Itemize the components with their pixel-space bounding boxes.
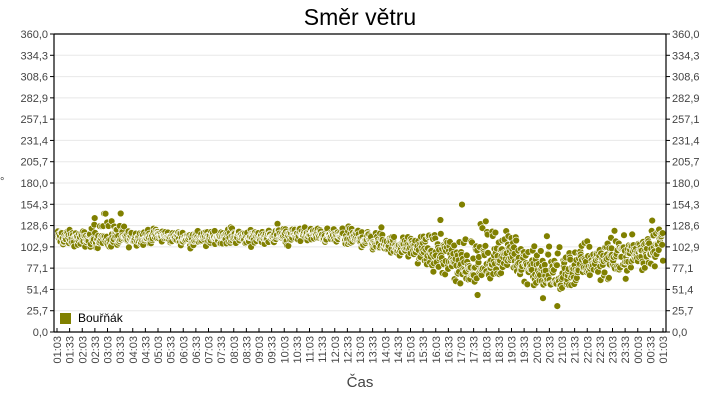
x-axis-ticks: 01:03 01:33 02:03 02:33 03:03 03:33 04:03 04:33…: [52, 328, 670, 364]
y-tick-label-right: 205,7: [672, 157, 700, 169]
y-tick-label: 25,7: [27, 306, 48, 318]
chart-title: Směr větru: [303, 4, 417, 30]
grid-lines: [54, 54, 666, 312]
x-tick-label: 18:33: [494, 336, 506, 364]
x-tick-label: 11:33: [317, 336, 329, 363]
x-tick-label: 02:33: [90, 336, 102, 364]
x-tick-label: 03:33: [115, 336, 127, 364]
x-tick-label: 21:33: [570, 336, 582, 364]
x-tick-label: 13:33: [368, 336, 380, 364]
x-tick-label: 07:03: [204, 336, 216, 364]
y-tick-label: 128,6: [20, 221, 48, 233]
x-tick-label: 19:03: [507, 336, 519, 364]
x-tick-label: 21:03: [557, 336, 569, 364]
x-tick-label: 02:03: [77, 336, 89, 364]
y-tick-label-right: 282,9: [672, 93, 700, 105]
y-tick-label-right: 360,0: [672, 29, 700, 41]
y-tick-label-right: 25,7: [672, 306, 693, 318]
y-tick-label: 360,0: [20, 29, 48, 41]
data-points: [53, 200, 667, 310]
y-tick-label: 282,9: [20, 93, 48, 105]
x-axis-label: Čas: [346, 374, 374, 391]
y-tick-label: 180,0: [20, 178, 48, 190]
x-tick-label: 07:33: [216, 336, 228, 364]
x-tick-label: 05:33: [166, 336, 178, 364]
x-tick-label: 23:33: [620, 336, 632, 364]
y-tick-label: 231,4: [20, 135, 48, 147]
x-tick-label: 01:33: [65, 336, 77, 364]
y-tick-label-right: 334,3: [672, 50, 700, 62]
x-tick-label: 06:03: [178, 336, 190, 364]
y-axis-right-ticks: 0,0 25,7 51,4 77,1 102,9 128,6 154,3 180,0 205,7…: [666, 29, 700, 339]
y-tick-label-right: 102,9: [672, 242, 700, 254]
y-tick-label: 102,9: [20, 242, 48, 254]
x-tick-label: 10:33: [292, 336, 304, 364]
x-tick-label: 20:03: [532, 336, 544, 364]
x-tick-label: 06:33: [191, 336, 203, 364]
x-tick-label: 11:03: [305, 336, 317, 363]
x-tick-label: 03:03: [103, 336, 115, 364]
x-tick-label: 19:33: [519, 336, 531, 364]
y-tick-label-right: 180,0: [672, 178, 700, 190]
y-tick-label-right: 154,3: [672, 199, 700, 211]
y-tick-label: 205,7: [20, 157, 48, 169]
y-tick-label-right: 77,1: [672, 263, 693, 275]
x-tick-label: 10:03: [279, 336, 291, 364]
y-tick-label-right: 231,4: [672, 135, 700, 147]
x-tick-label: 14:03: [380, 336, 392, 364]
y-tick-label-right: 51,4: [672, 284, 693, 296]
x-tick-label: 18:03: [481, 336, 493, 364]
x-tick-label: 13:03: [355, 336, 367, 364]
y-tick-label: 334,3: [20, 50, 48, 62]
y-axis-left-ticks: 0,0 25,7 51,4 77,1 102,9 128,6 154,3 180,0 205,7…: [20, 29, 54, 339]
x-tick-label: 12:03: [330, 336, 342, 364]
x-tick-label: 08:03: [229, 336, 241, 364]
y-tick-label-right: 308,6: [672, 72, 700, 84]
x-tick-label: 14:33: [393, 336, 405, 364]
y-tick-label-right: 0,0: [672, 327, 687, 339]
y-tick-label: 257,1: [20, 114, 48, 126]
y-tick-label: 77,1: [27, 263, 48, 275]
x-tick-label: 04:33: [140, 336, 152, 364]
legend-swatch-icon: [60, 312, 71, 324]
x-tick-label: 23:03: [608, 336, 620, 364]
y-tick-label: 154,3: [20, 199, 48, 211]
x-tick-label: 01:03: [658, 336, 670, 364]
x-tick-label: 08:33: [241, 336, 253, 364]
x-tick-label: 01:03: [52, 336, 64, 364]
x-tick-label: 17:03: [456, 336, 468, 364]
y-tick-label: 0,0: [33, 327, 48, 339]
x-tick-label: 22:33: [595, 336, 607, 364]
x-tick-label: 20:33: [544, 336, 556, 364]
x-tick-label: 15:03: [406, 336, 418, 364]
x-tick-label: 17:33: [469, 336, 481, 364]
y-tick-label: 308,6: [20, 72, 48, 84]
y-axis-label: °: [0, 176, 5, 188]
x-tick-label: 04:03: [128, 336, 140, 364]
legend[interactable]: Bouřňák: [60, 311, 123, 325]
x-tick-label: 09:33: [267, 336, 279, 364]
x-tick-label: 00:33: [645, 336, 657, 364]
x-tick-label: 16:33: [443, 336, 455, 364]
legend-label: Bouřňák: [78, 311, 123, 325]
y-tick-label-right: 257,1: [672, 114, 700, 126]
x-tick-label: 16:03: [431, 336, 443, 364]
y-tick-label: 51,4: [27, 284, 48, 296]
y-tick-label-right: 128,6: [672, 221, 700, 233]
x-tick-label: 05:03: [153, 336, 165, 364]
x-tick-label: 00:03: [633, 336, 645, 364]
x-tick-label: 15:33: [418, 336, 430, 364]
x-tick-label: 12:33: [342, 336, 354, 364]
x-tick-label: 09:03: [254, 336, 266, 364]
x-tick-label: 22:03: [582, 336, 594, 364]
